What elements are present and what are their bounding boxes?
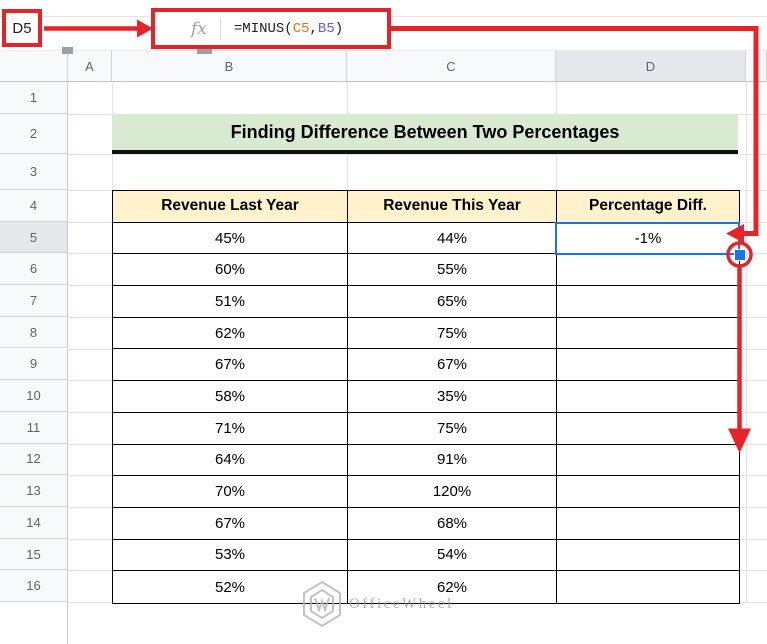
row-header-1[interactable]: 1: [0, 82, 68, 114]
cell-B5[interactable]: 45%: [113, 222, 348, 255]
cell-D5[interactable]: -1%: [557, 222, 739, 255]
scroll-notch[interactable]: [197, 47, 212, 54]
cell-B8[interactable]: 62%: [113, 317, 348, 350]
cell-C5[interactable]: 44%: [348, 222, 557, 255]
fill-handle[interactable]: [734, 249, 746, 261]
row-header-7[interactable]: 7: [0, 285, 68, 317]
formula-input[interactable]: =MINUS(C5,B5): [234, 21, 343, 37]
title-cell[interactable]: Finding Difference Between Two Percentag…: [112, 114, 738, 154]
cell-D7[interactable]: [557, 286, 739, 318]
formula-prefix: =MINUS(: [233, 20, 293, 37]
sheet-title: Finding Difference Between Two Percentag…: [230, 121, 620, 142]
row-header-8[interactable]: 8: [0, 316, 68, 349]
cell-B13[interactable]: 70%: [113, 476, 348, 508]
row-header-14[interactable]: 14: [0, 507, 68, 539]
table-header-cell-C4[interactable]: Revenue This Year: [348, 191, 557, 223]
cell-B7[interactable]: 51%: [113, 286, 348, 318]
cell-D13[interactable]: [557, 476, 739, 508]
cell-C13[interactable]: 120%: [348, 476, 557, 508]
name-box[interactable]: D5: [2, 9, 42, 47]
select-all-corner[interactable]: [0, 50, 68, 82]
formula-bar[interactable]: fx =MINUS(C5,B5): [151, 8, 391, 49]
cell-B16[interactable]: 52%: [113, 571, 348, 603]
row-header-5[interactable]: 5: [0, 221, 68, 254]
cell-D8[interactable]: [557, 317, 739, 350]
cell-D16[interactable]: [557, 571, 739, 603]
row-header-3[interactable]: 3: [0, 154, 68, 190]
formula-suffix: ): [334, 20, 344, 37]
gridline: [68, 154, 767, 155]
data-table: Revenue Last Year Revenue This Year Percen…: [112, 190, 740, 604]
cell-C10[interactable]: 35%: [348, 381, 557, 413]
officewheel-logo-icon: [303, 580, 341, 628]
row-header-13[interactable]: 13: [0, 475, 68, 507]
watermark: OfficeWheel: [302, 580, 454, 628]
column-header-partial[interactable]: [746, 50, 767, 82]
header-resize-notch[interactable]: [62, 47, 73, 54]
cell-B12[interactable]: 64%: [113, 444, 348, 477]
column-header-B[interactable]: B: [112, 50, 347, 82]
cell-D6[interactable]: [557, 254, 739, 287]
cell-D12[interactable]: [557, 444, 739, 477]
row-header-16[interactable]: 16: [0, 570, 68, 603]
row-header-edge: [67, 602, 68, 644]
cell-B9[interactable]: 67%: [113, 349, 348, 382]
cell-C12[interactable]: 91%: [348, 444, 557, 477]
cell-B6[interactable]: 60%: [113, 254, 348, 287]
table-header-cell-D4[interactable]: Percentage Diff.: [557, 191, 739, 223]
cell-B15[interactable]: 53%: [113, 539, 348, 572]
cell-C8[interactable]: 75%: [348, 317, 557, 350]
column-header-C[interactable]: C: [347, 50, 556, 82]
cell-D15[interactable]: [557, 539, 739, 572]
formula-ref-c5: C5: [292, 20, 310, 37]
cell-C6[interactable]: 55%: [348, 254, 557, 287]
row-header-9[interactable]: 9: [0, 348, 68, 381]
cell-B11[interactable]: 71%: [113, 412, 348, 445]
cell-D11[interactable]: [557, 412, 739, 445]
cell-D10[interactable]: [557, 381, 739, 413]
row-header-6[interactable]: 6: [0, 253, 68, 286]
formula-comma: ,: [309, 20, 318, 37]
fx-icon: fx: [191, 18, 207, 39]
column-header-D[interactable]: D: [556, 50, 746, 82]
cell-C11[interactable]: 75%: [348, 412, 557, 445]
cell-C14[interactable]: 68%: [348, 507, 557, 540]
cell-C7[interactable]: 65%: [348, 286, 557, 318]
gridline: [746, 82, 747, 602]
table-header-cell-B4[interactable]: Revenue Last Year: [113, 191, 348, 223]
formula-ref-b5: B5: [317, 20, 335, 37]
cell-B14[interactable]: 67%: [113, 507, 348, 540]
row-header-15[interactable]: 15: [0, 538, 68, 571]
column-header-A[interactable]: A: [68, 50, 112, 82]
watermark-text: OfficeWheel: [349, 595, 454, 612]
row-header-12[interactable]: 12: [0, 443, 68, 476]
row-header-4[interactable]: 4: [0, 190, 68, 222]
row-header-2[interactable]: 2: [0, 114, 68, 154]
row-header-11[interactable]: 11: [0, 411, 68, 444]
row-header-10[interactable]: 10: [0, 380, 68, 412]
cell-C15[interactable]: 54%: [348, 539, 557, 572]
cell-C9[interactable]: 67%: [348, 349, 557, 382]
formula-bar-divider: [219, 17, 221, 40]
cell-D9[interactable]: [557, 349, 739, 382]
cell-B10[interactable]: 58%: [113, 381, 348, 413]
cell-C16[interactable]: 62%: [348, 571, 557, 603]
cell-D14[interactable]: [557, 507, 739, 540]
name-box-value: D5: [12, 19, 32, 37]
